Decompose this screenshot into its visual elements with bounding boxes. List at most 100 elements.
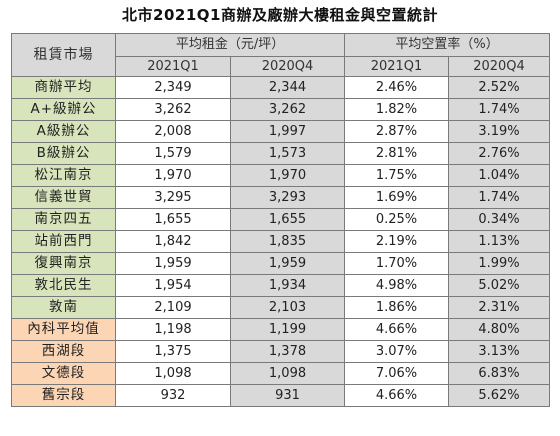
cell-vacancy-2021q1: 1.69%	[344, 186, 450, 209]
cell-vacancy-2020q4: 0.34%	[448, 208, 551, 231]
cell-rent-2020q4: 2,344	[229, 76, 346, 99]
table-row: 信義世貿 3,295 3,293 1.69% 1.74%	[11, 186, 551, 209]
cell-market-name: A級辦公	[11, 120, 116, 143]
cell-vacancy-2021q1: 1.75%	[344, 164, 450, 187]
table-header: 租賃市場 平均租金（元/坪） 平均空置率（%） 2021Q1 2020Q4 20…	[11, 33, 551, 77]
cell-rent-2020q4: 3,293	[229, 186, 346, 209]
cell-vacancy-2020q4: 5.02%	[448, 274, 551, 297]
cell-vacancy-2021q1: 1.70%	[344, 252, 450, 275]
cell-rent-2021q1: 1,954	[115, 274, 231, 297]
cell-vacancy-2021q1: 1.86%	[344, 296, 450, 319]
cell-rent-2021q1: 1,198	[115, 318, 231, 341]
cell-vacancy-2021q1: 2.19%	[344, 230, 450, 253]
cell-vacancy-2021q1: 4.66%	[344, 384, 450, 407]
cell-rent-2021q1: 3,295	[115, 186, 231, 209]
cell-rent-2020q4: 2,103	[229, 296, 346, 319]
cell-vacancy-2020q4: 2.31%	[448, 296, 551, 319]
table-row: 敦北民生 1,954 1,934 4.98% 5.02%	[11, 274, 551, 297]
header-market: 租賃市場	[11, 33, 116, 77]
cell-vacancy-2020q4: 3.13%	[448, 340, 551, 363]
cell-market-name: 復興南京	[11, 252, 116, 275]
table-row: 南京四五 1,655 1,655 0.25% 0.34%	[11, 208, 551, 231]
cell-rent-2020q4: 1,098	[229, 362, 346, 385]
cell-rent-2020q4: 1,199	[229, 318, 346, 341]
header-row-groups: 租賃市場 平均租金（元/坪） 平均空置率（%）	[11, 33, 551, 77]
table-row: 文德段 1,098 1,098 7.06% 6.83%	[11, 362, 551, 385]
cell-vacancy-2021q1: 0.25%	[344, 208, 450, 231]
cell-rent-2020q4: 1,835	[229, 230, 346, 253]
table-row: A+級辦公 3,262 3,262 1.82% 1.74%	[11, 98, 551, 121]
cell-rent-2021q1: 1,970	[115, 164, 231, 187]
table-row: 內科平均值 1,198 1,199 4.66% 4.80%	[11, 318, 551, 341]
cell-rent-2020q4: 3,262	[229, 98, 346, 121]
cell-vacancy-2020q4: 1.74%	[448, 98, 551, 121]
table-row: B級辦公 1,579 1,573 2.81% 2.76%	[11, 142, 551, 165]
cell-market-name: 松江南京	[11, 164, 116, 187]
cell-rent-2021q1: 3,262	[115, 98, 231, 121]
cell-rent-2021q1: 1,579	[115, 142, 231, 165]
table-row: A級辦公 2,008 1,997 2.87% 3.19%	[11, 120, 551, 143]
cell-market-name: 敦北民生	[11, 274, 116, 297]
cell-vacancy-2020q4: 1.74%	[448, 186, 551, 209]
cell-rent-2020q4: 1,997	[229, 120, 346, 143]
cell-rent-2021q1: 1,842	[115, 230, 231, 253]
cell-vacancy-2021q1: 3.07%	[344, 340, 450, 363]
cell-rent-2020q4: 1,934	[229, 274, 346, 297]
cell-rent-2021q1: 1,098	[115, 362, 231, 385]
cell-rent-2021q1: 1,375	[115, 340, 231, 363]
cell-market-name: 敦南	[11, 296, 116, 319]
cell-vacancy-2020q4: 4.80%	[448, 318, 551, 341]
cell-rent-2021q1: 1,655	[115, 208, 231, 231]
cell-vacancy-2021q1: 4.66%	[344, 318, 450, 341]
header-row-periods: 2021Q1 2020Q4 2021Q1 2020Q4	[12, 56, 551, 77]
cell-market-name: 文德段	[11, 362, 116, 385]
cell-market-name: A+級辦公	[11, 98, 116, 121]
header-vacancy-2021q1: 2021Q1	[344, 56, 450, 77]
cell-rent-2020q4: 1,970	[229, 164, 346, 187]
cell-vacancy-2020q4: 2.52%	[448, 76, 551, 99]
cell-rent-2021q1: 2,349	[115, 76, 231, 99]
header-rent-group: 平均租金（元/坪）	[114, 33, 346, 57]
table-body: 商辦平均 2,349 2,344 2.46% 2.52% A+級辦公 3,262 3,262 1…	[11, 76, 551, 407]
cell-vacancy-2021q1: 7.06%	[344, 362, 450, 385]
table-row: 舊宗段 932 931 4.66% 5.62%	[11, 384, 551, 407]
table-row: 復興南京 1,959 1,959 1.70% 1.99%	[11, 252, 551, 275]
cell-rent-2021q1: 2,109	[115, 296, 231, 319]
cell-rent-2021q1: 932	[115, 384, 231, 407]
cell-rent-2020q4: 1,573	[229, 142, 346, 165]
cell-rent-2020q4: 1,655	[229, 208, 346, 231]
table-row: 西湖段 1,375 1,378 3.07% 3.13%	[11, 340, 551, 363]
table-row: 敦南 2,109 2,103 1.86% 2.31%	[11, 296, 551, 319]
cell-market-name: B級辦公	[11, 142, 116, 165]
table-row: 站前西門 1,842 1,835 2.19% 1.13%	[11, 230, 551, 253]
cell-vacancy-2020q4: 2.76%	[448, 142, 551, 165]
cell-vacancy-2020q4: 3.19%	[448, 120, 551, 143]
table-title: 北市2021Q1商辦及廠辦大樓租金與空置統計	[122, 6, 438, 24]
cell-rent-2020q4: 931	[229, 384, 346, 407]
cell-market-name: 南京四五	[11, 208, 116, 231]
cell-vacancy-2020q4: 1.99%	[448, 252, 551, 275]
cell-vacancy-2021q1: 2.81%	[344, 142, 450, 165]
header-rent-2021q1: 2021Q1	[115, 56, 231, 77]
cell-vacancy-2021q1: 1.82%	[344, 98, 450, 121]
cell-vacancy-2021q1: 4.98%	[344, 274, 450, 297]
cell-rent-2020q4: 1,959	[229, 252, 346, 275]
cell-rent-2021q1: 1,959	[115, 252, 231, 275]
cell-vacancy-2020q4: 6.83%	[448, 362, 551, 385]
cell-market-name: 商辦平均	[11, 76, 116, 99]
cell-market-name: 內科平均值	[11, 318, 116, 341]
table-row: 商辦平均 2,349 2,344 2.46% 2.52%	[11, 76, 551, 99]
cell-market-name: 舊宗段	[11, 384, 116, 407]
cell-vacancy-2020q4: 1.04%	[448, 164, 551, 187]
cell-rent-2020q4: 1,378	[229, 340, 346, 363]
header-rent-2020q4: 2020Q4	[229, 56, 346, 77]
table-row: 松江南京 1,970 1,970 1.75% 1.04%	[11, 164, 551, 187]
header-vacancy-2020q4: 2020Q4	[448, 56, 551, 77]
cell-vacancy-2021q1: 2.46%	[344, 76, 450, 99]
cell-market-name: 西湖段	[11, 340, 116, 363]
cell-vacancy-2020q4: 1.13%	[448, 230, 551, 253]
cell-market-name: 站前西門	[11, 230, 116, 253]
rent-vacancy-table: 租賃市場 平均租金（元/坪） 平均空置率（%） 2021Q1 2020Q4 20…	[11, 33, 551, 407]
cell-market-name: 信義世貿	[11, 186, 116, 209]
cell-rent-2021q1: 2,008	[115, 120, 231, 143]
